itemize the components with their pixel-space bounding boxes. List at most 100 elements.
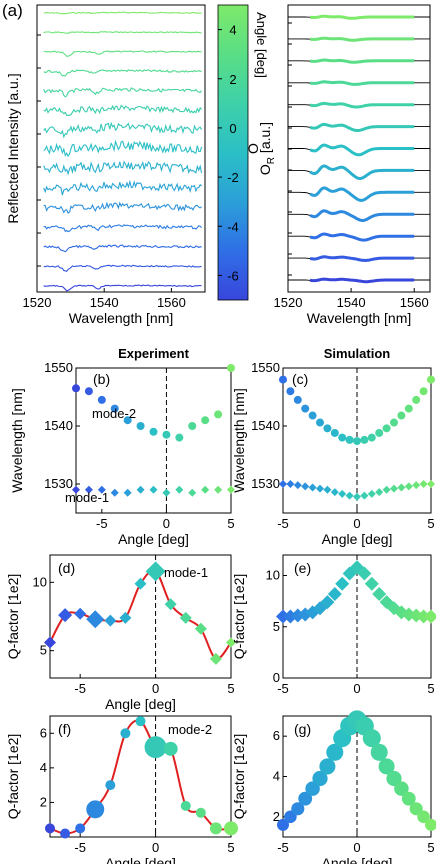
spectrum-line <box>43 11 202 15</box>
annotation-mode-1: mode-1 <box>164 565 208 580</box>
data-point-circle <box>367 433 376 442</box>
data-point-circle <box>409 802 423 816</box>
y-axis-label-sub: R <box>266 157 277 164</box>
x-axis-label: Wavelength [nm] <box>69 310 174 326</box>
spectrum-line <box>43 224 203 233</box>
x-axis-label: Angle [deg] <box>105 696 176 712</box>
data-point-circle <box>417 810 430 824</box>
data-point-diamond <box>338 489 347 498</box>
data-point-circle <box>180 800 191 811</box>
x-tick-label: -5 <box>74 681 86 696</box>
colorbar-tick-label: -2 <box>227 170 239 185</box>
x-axis-label: Angle [deg] <box>105 855 176 864</box>
data-point-circle <box>86 800 105 819</box>
data-point-diamond <box>104 614 117 627</box>
data-point-circle <box>188 422 197 430</box>
annotation-mode-1: mode-1 <box>65 490 109 505</box>
data-point-circle <box>120 728 131 739</box>
y-axis-label: Wavelength [nm] <box>9 388 25 493</box>
data-point-circle <box>279 375 287 384</box>
annotation-mode-2: mode-2 <box>168 722 212 737</box>
x-tick-label: 5 <box>227 681 234 696</box>
panel-d: -5 0 5 5 10 Angle [deg] Q-factor [1e2] (d) mode-… <box>5 554 236 712</box>
data-point-circle <box>291 802 305 816</box>
y-axis-label: Reflected Intensity [a.u.] <box>5 73 21 223</box>
data-point-diamond <box>119 611 132 624</box>
spectrum-line <box>43 69 202 77</box>
measurement-line <box>310 14 415 20</box>
x-tick-label: 1520 <box>274 295 303 310</box>
measurement-line <box>309 277 415 284</box>
measurement-line <box>309 122 415 132</box>
data-point-circle <box>362 729 381 748</box>
data-point-diamond <box>164 598 177 611</box>
x-axis-label: Angle [deg] <box>322 531 393 547</box>
x-tick-label: 5 <box>427 840 434 855</box>
panel-g: -5 0 5 2 4 6 Angle [deg] Q-factor [1e2] (g) <box>231 710 436 864</box>
colorbar: 4 2 0 -2 -4 -6 Angle [deg] <box>217 4 269 301</box>
data-point-circle <box>419 387 428 396</box>
data-point-circle <box>227 364 235 372</box>
data-point-circle <box>370 743 388 761</box>
y-tick-label: 1530 <box>44 476 73 491</box>
plot-frame <box>49 715 232 838</box>
spectrum-line <box>43 121 203 139</box>
data-point-diamond <box>345 491 354 500</box>
data-point-circle <box>149 427 158 436</box>
data-point-diamond <box>74 607 87 620</box>
figure-label: (a) <box>2 1 23 20</box>
x-tick-label: 5 <box>227 840 234 855</box>
x-tick-label: 0 <box>163 516 170 531</box>
data-point-circle <box>338 433 347 442</box>
data-point-diamond <box>301 482 310 491</box>
spectrum-line <box>43 201 202 214</box>
data-point-diamond <box>134 577 147 590</box>
measurement-line <box>309 164 415 181</box>
y-axis-label: Q-factor [1e2] <box>231 734 247 820</box>
x-tick-label: -5 <box>74 840 86 855</box>
data-point-circle <box>75 823 86 834</box>
data-point-diamond <box>320 595 335 610</box>
plot-frame <box>75 367 232 514</box>
data-point-circle <box>201 416 210 425</box>
data-point-diamond <box>286 480 295 488</box>
annotation-mode-2: mode-2 <box>92 406 136 421</box>
data-point-diamond <box>201 485 210 494</box>
data-point-circle <box>301 404 310 413</box>
data-point-diamond <box>149 485 158 494</box>
colorbar-gradient <box>217 4 249 301</box>
panel-label: (c) <box>292 371 308 387</box>
data-point-diamond <box>397 483 406 492</box>
spectrum-line <box>43 87 203 98</box>
spectrum-line <box>43 50 202 57</box>
data-point-diamond <box>194 622 207 635</box>
data-point-diamond <box>162 488 171 497</box>
data-point-circle <box>84 387 93 396</box>
measurement-line <box>309 58 415 64</box>
data-point-diamond <box>360 491 369 500</box>
panel-label: (b) <box>93 371 110 387</box>
y-tick-label: 4 <box>273 769 280 784</box>
data-point-diamond <box>357 566 372 581</box>
colorbar-tick-label: -6 <box>227 268 239 283</box>
y-tick-label: 2 <box>273 809 280 824</box>
spectrum-line <box>43 179 202 196</box>
x-tick-label: 0 <box>353 840 360 855</box>
x-axis-label: Angle [deg] <box>322 855 393 864</box>
x-tick-label: 0 <box>353 681 360 696</box>
panel-label: (f) <box>58 721 71 737</box>
y-tick-label: 5 <box>40 643 47 658</box>
y-tick-label: 1550 <box>44 360 73 375</box>
data-point-diamond <box>227 485 235 494</box>
spectrum-line <box>43 244 202 253</box>
panel-label: (g) <box>294 721 311 737</box>
data-point-circle <box>277 818 289 831</box>
x-tick-label: 0 <box>152 681 159 696</box>
data-point-diamond <box>276 609 290 624</box>
y-axis-label: O <box>245 143 261 154</box>
data-point-circle <box>345 435 354 444</box>
x-axis-label: Angle [deg] <box>118 531 189 547</box>
colorbar-tick-label: 2 <box>229 72 236 87</box>
y-tick-label: 10 <box>33 574 47 589</box>
